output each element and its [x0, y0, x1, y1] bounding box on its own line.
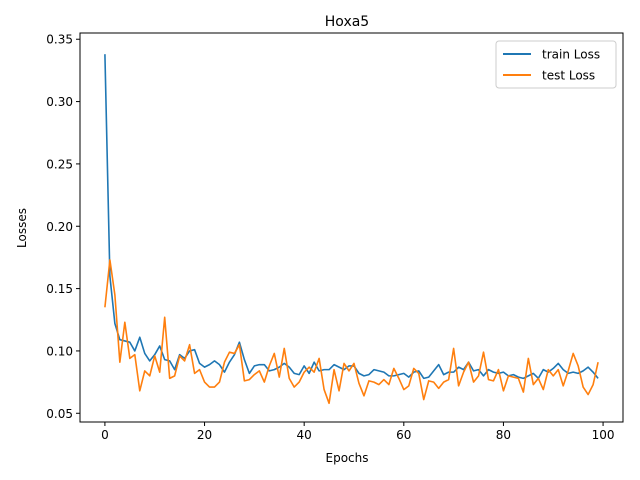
- chart-title: Hoxa5: [325, 14, 369, 30]
- y-tick-label: 0.30: [46, 95, 73, 109]
- x-tick-label: 80: [496, 428, 511, 442]
- x-tick-label: 40: [297, 428, 312, 442]
- x-tick-label: 0: [101, 428, 109, 442]
- series-layer: [104, 54, 599, 405]
- y-tick-label: 0.25: [46, 157, 73, 171]
- legend-label-test-loss: test Loss: [542, 69, 595, 83]
- series-line-train-loss: [104, 54, 599, 380]
- y-tick-label: 0.20: [46, 220, 73, 234]
- y-tick-label: 0.15: [46, 282, 73, 296]
- x-tick-label: 60: [396, 428, 411, 442]
- y-tick-label: 0.10: [46, 344, 73, 358]
- ticks-layer: 0 20 40 60 80 100 0.05 0.10 0.15 0.20 0.25 0.30 0.35: [46, 33, 614, 442]
- series-line-test-loss: [104, 259, 599, 405]
- x-tick-label: 100: [592, 428, 615, 442]
- x-tick-label: 20: [197, 428, 212, 442]
- legend-label-train-loss: train Loss: [542, 48, 600, 62]
- y-axis-label: Losses: [15, 208, 29, 248]
- plot-frame: [79, 32, 624, 423]
- legend: train Loss test Loss: [495, 40, 617, 89]
- legend-box: [495, 40, 617, 89]
- y-tick-label: 0.05: [46, 407, 73, 421]
- x-axis-label: Epochs: [326, 451, 369, 465]
- y-tick-label: 0.35: [46, 33, 73, 47]
